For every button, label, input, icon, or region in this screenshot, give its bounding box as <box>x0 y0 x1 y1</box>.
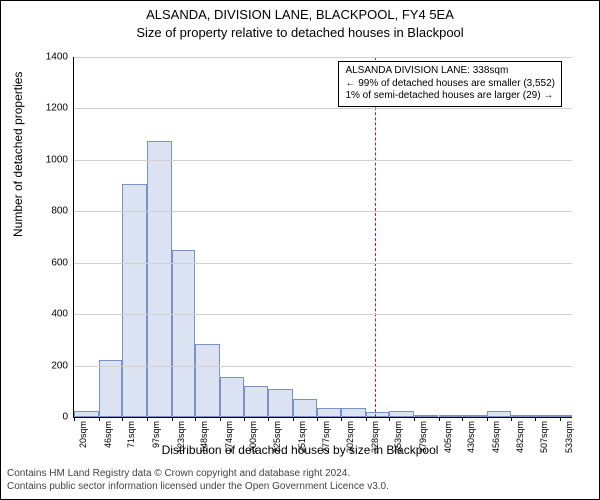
x-tick-mark <box>220 417 221 421</box>
y-tick: 400 <box>51 309 68 320</box>
title-address: ALSANDA, DIVISION LANE, BLACKPOOL, FY4 5… <box>1 7 599 22</box>
histogram-bar <box>74 411 99 417</box>
histogram-bar <box>414 415 439 417</box>
y-tick: 600 <box>51 257 68 268</box>
histogram-bar <box>195 344 220 417</box>
y-tick: 200 <box>51 360 68 371</box>
chart-area: ALSANDA DIVISION LANE: 338sqm ← 99% of d… <box>73 57 571 417</box>
x-tick-mark <box>511 417 512 421</box>
info-line-1: ALSANDA DIVISION LANE: 338sqm <box>345 65 555 78</box>
grid-line <box>74 108 572 109</box>
x-tick-mark <box>389 417 390 421</box>
y-tick: 1000 <box>46 154 68 165</box>
histogram-bar <box>535 415 560 417</box>
x-tick-mark <box>244 417 245 421</box>
x-tick-mark <box>439 417 440 421</box>
x-tick-mark <box>147 417 148 421</box>
x-tick-mark <box>172 417 173 421</box>
x-tick-mark <box>366 417 367 421</box>
histogram-bar <box>244 386 268 417</box>
histogram-bar <box>99 360 123 417</box>
histogram-bar <box>366 412 390 417</box>
histogram-bar <box>172 250 196 417</box>
y-tick: 0 <box>62 412 68 423</box>
histogram-bar <box>147 141 172 417</box>
title-subtitle: Size of property relative to detached ho… <box>1 25 599 40</box>
histogram-bar <box>511 415 535 417</box>
grid-line <box>74 314 572 315</box>
x-tick-mark <box>122 417 123 421</box>
x-tick-mark <box>341 417 342 421</box>
x-tick-mark <box>317 417 318 421</box>
x-tick-mark <box>293 417 294 421</box>
x-tick-mark <box>268 417 269 421</box>
x-tick-mark <box>487 417 488 421</box>
y-axis-label: Number of detached properties <box>11 72 25 237</box>
y-tick: 800 <box>51 206 68 217</box>
grid-line <box>74 57 572 58</box>
y-tick: 1400 <box>46 52 68 63</box>
histogram-bar <box>293 399 318 417</box>
chart-container: ALSANDA, DIVISION LANE, BLACKPOOL, FY4 5… <box>0 0 600 500</box>
x-tick-mark <box>462 417 463 421</box>
histogram-bar <box>439 415 463 417</box>
histogram-bar <box>462 415 487 417</box>
footer-attribution: Contains HM Land Registry data © Crown c… <box>7 468 389 493</box>
histogram-bar <box>268 389 293 417</box>
x-tick-mark <box>560 417 561 421</box>
info-line-3: 1% of semi-detached houses are larger (2… <box>345 90 555 103</box>
footer-line-2: Contains public sector information licen… <box>7 481 389 494</box>
histogram-bar <box>487 411 512 417</box>
footer-line-1: Contains HM Land Registry data © Crown c… <box>7 468 389 481</box>
marker-line <box>375 57 376 417</box>
x-tick-mark <box>99 417 100 421</box>
grid-line <box>74 366 572 367</box>
x-tick-mark <box>414 417 415 421</box>
info-line-2: ← 99% of detached houses are smaller (3,… <box>345 78 555 91</box>
histogram-bar <box>317 408 341 417</box>
x-axis-label: Distribution of detached houses by size … <box>1 443 599 457</box>
histogram-bar <box>220 377 245 417</box>
x-tick-mark <box>535 417 536 421</box>
grid-line <box>74 263 572 264</box>
x-tick-mark <box>195 417 196 421</box>
histogram-bar <box>560 415 572 417</box>
x-tick-mark <box>74 417 75 421</box>
info-box: ALSANDA DIVISION LANE: 338sqm ← 99% of d… <box>338 61 562 107</box>
histogram-bar <box>341 408 366 417</box>
y-tick: 1200 <box>46 103 68 114</box>
histogram-bars <box>74 57 572 417</box>
grid-line <box>74 160 572 161</box>
grid-line <box>74 211 572 212</box>
histogram-bar <box>122 184 147 417</box>
plot-area: ALSANDA DIVISION LANE: 338sqm ← 99% of d… <box>73 57 572 418</box>
histogram-bar <box>389 411 414 417</box>
